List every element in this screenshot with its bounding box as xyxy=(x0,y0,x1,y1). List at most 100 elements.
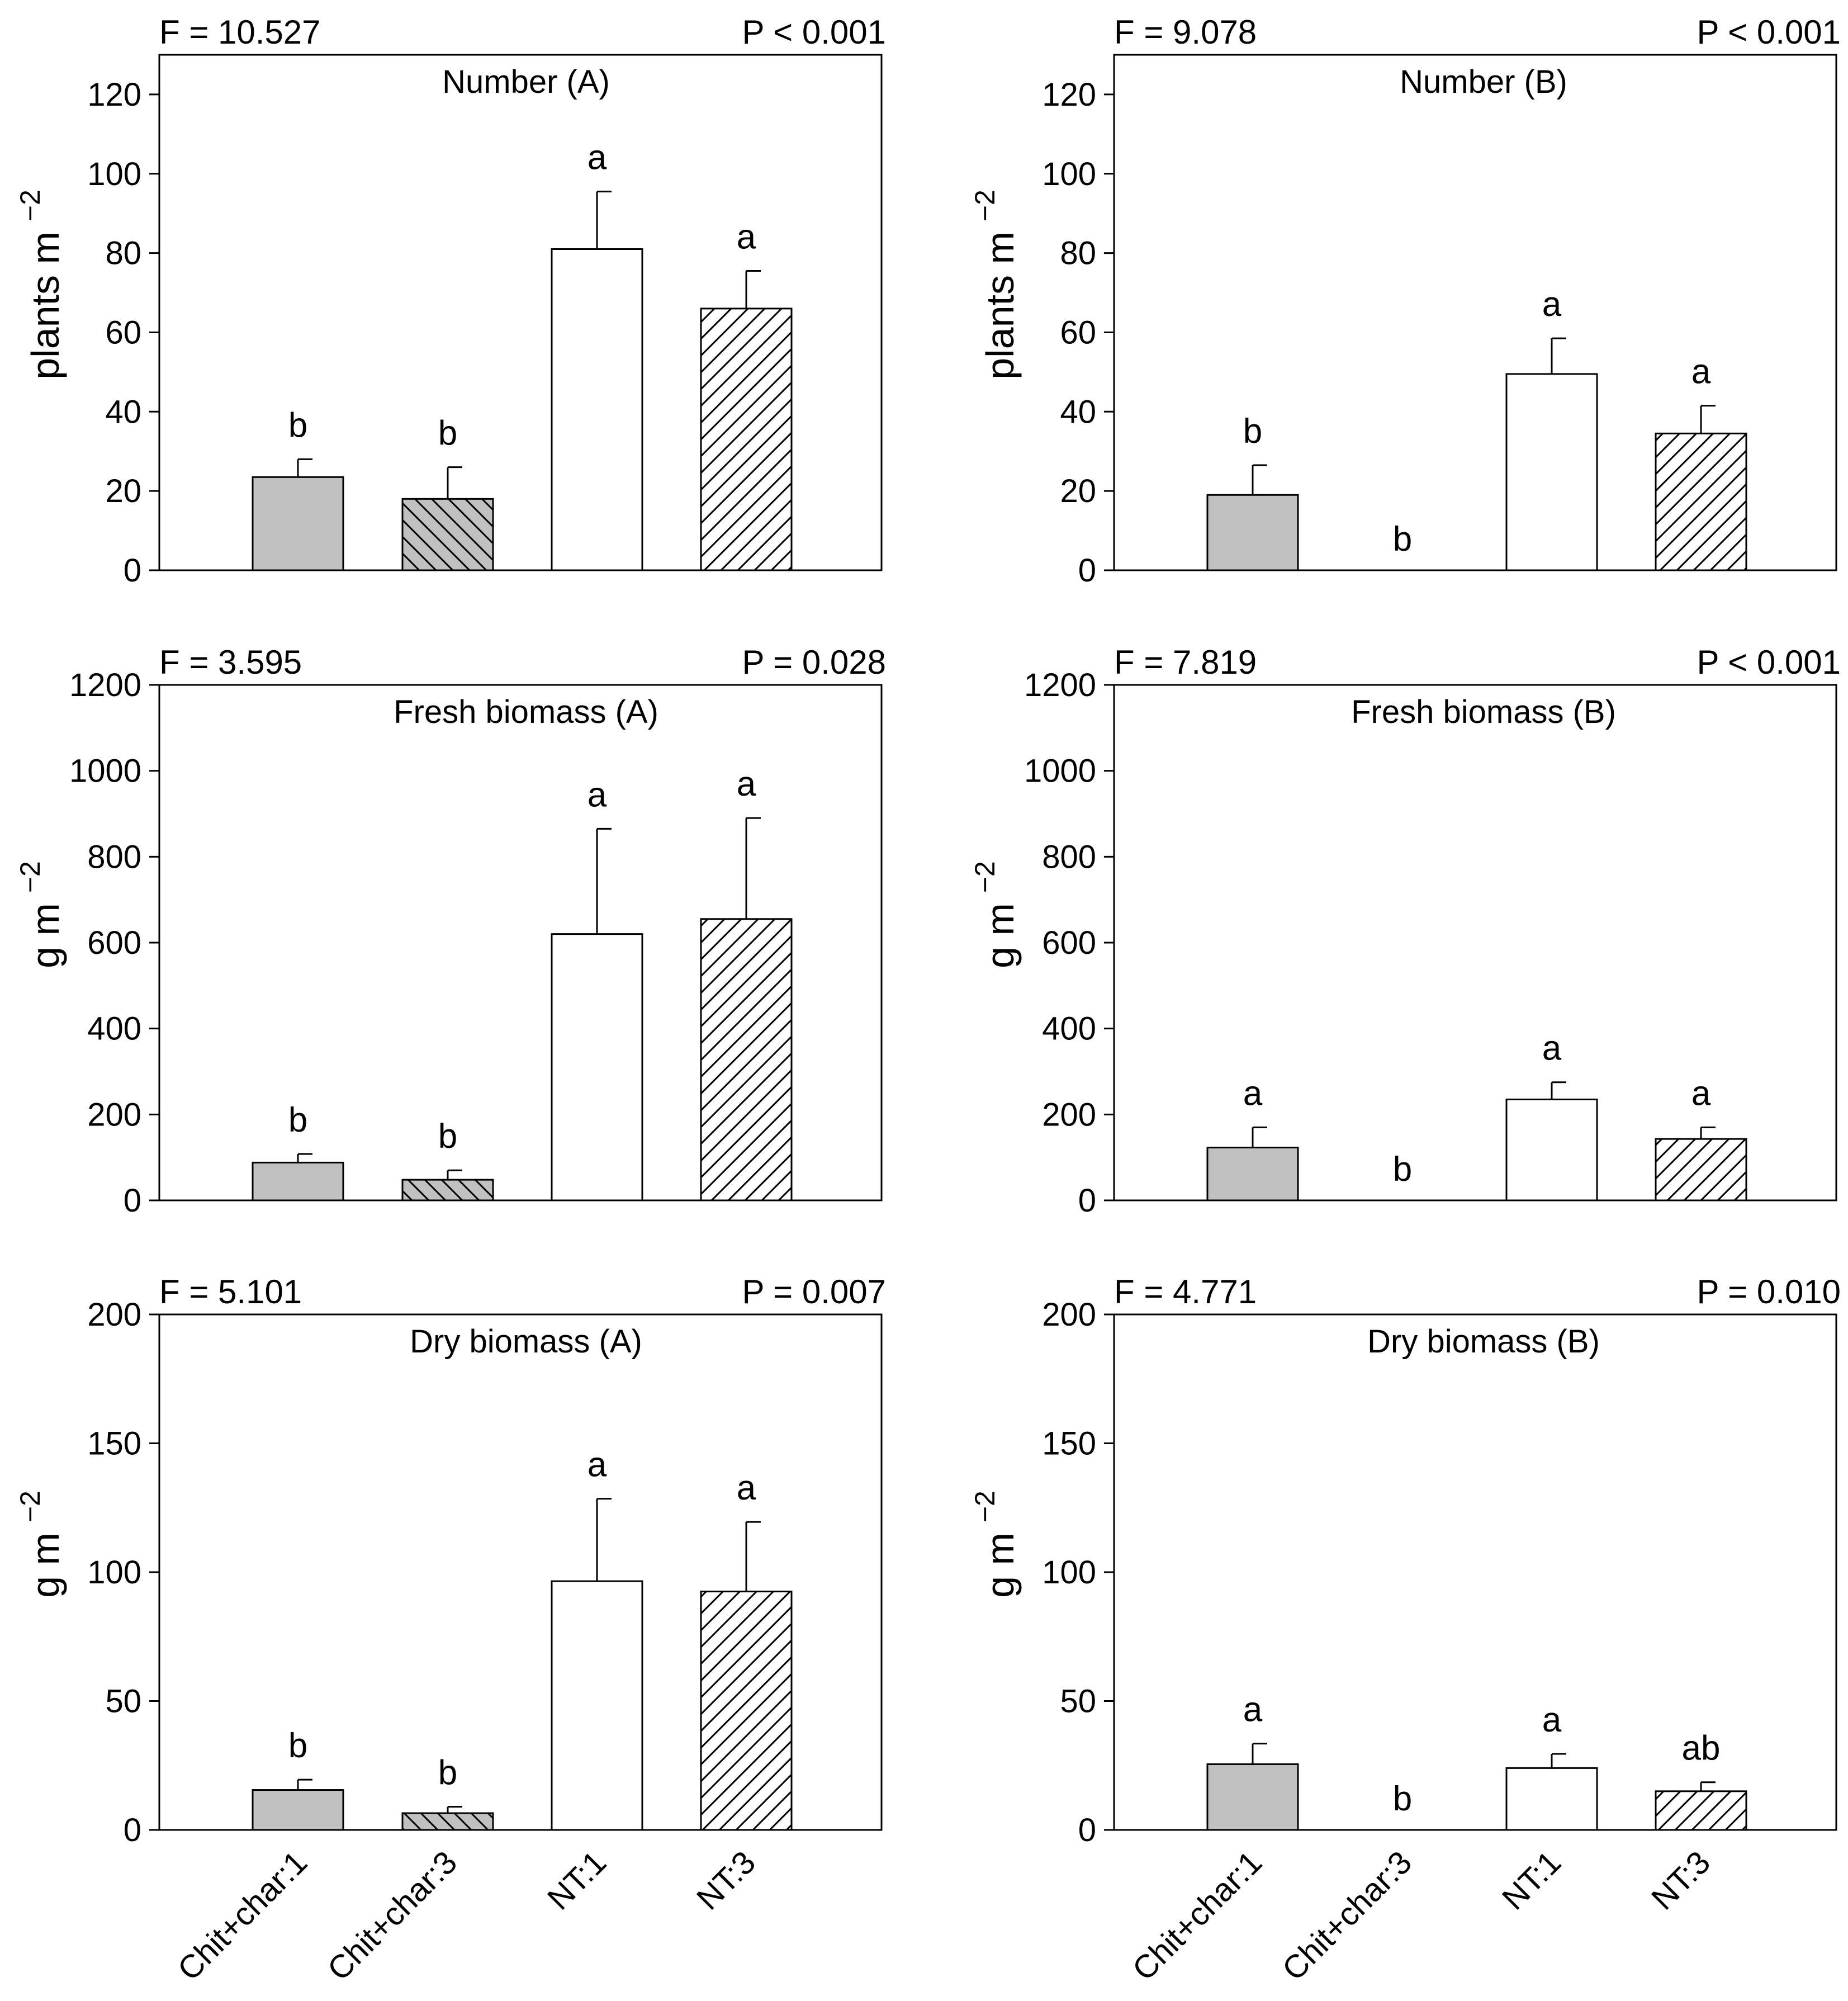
significance-letter: a xyxy=(587,1446,607,1484)
panel-1: 0 20 40 60 80 100 120 F = 10.527 P < 0.001 Number… xyxy=(15,13,886,589)
y-axis-label-text: plants m xyxy=(978,231,1022,380)
x-category-label: Chit+char:1 xyxy=(170,1844,314,1988)
significance-letter: b xyxy=(438,414,457,453)
significance-letter: a xyxy=(1243,1691,1263,1729)
y-tick-label: 20 xyxy=(105,473,141,509)
bar-2 xyxy=(401,1179,494,1201)
p-value: P < 0.001 xyxy=(1697,644,1841,681)
panel-2: 0 20 40 60 80 100 120 F = 9.078 P < 0.001 Number … xyxy=(969,13,1841,589)
f-statistic: F = 9.078 xyxy=(1114,13,1257,51)
significance-letter: a xyxy=(1243,1074,1263,1113)
y-axis-label-superscript: −2 xyxy=(969,861,1001,893)
panel-5: 0 50 100 150 200 F = 5.101 P = 0.007 Dry biomas… xyxy=(15,1273,886,1848)
bar-4 xyxy=(1655,1790,1747,1831)
p-value: P = 0.010 xyxy=(1697,1273,1841,1311)
f-statistic: F = 7.819 xyxy=(1114,644,1257,681)
y-axis-label-superscript: −2 xyxy=(969,190,1001,221)
y-tick-label: 50 xyxy=(105,1683,141,1720)
bar-3 xyxy=(1505,373,1598,571)
y-tick-label: 20 xyxy=(1060,473,1096,509)
x-category-label: Chit+char:3 xyxy=(320,1844,464,1988)
x-category-label: Chit+char:3 xyxy=(1275,1844,1419,1988)
panel-title: Dry biomass (A) xyxy=(410,1323,642,1360)
bar-4 xyxy=(700,308,793,571)
bar-4 xyxy=(700,1591,793,1831)
bar-1 xyxy=(1206,494,1299,571)
panel-3: 0 200 400 600 800 1000 1200 F = 3.595 P = 0.028 F… xyxy=(15,644,886,1219)
p-value: P = 0.028 xyxy=(742,644,886,681)
p-value: P < 0.001 xyxy=(742,13,886,51)
panel-title: Dry biomass (B) xyxy=(1367,1323,1600,1360)
plot-frame xyxy=(158,54,883,571)
plot-frame xyxy=(1113,684,1837,1201)
y-tick-label: 0 xyxy=(124,552,141,589)
bar-2 xyxy=(401,1812,494,1831)
f-statistic: F = 3.595 xyxy=(159,644,302,681)
y-tick-label: 80 xyxy=(105,235,141,272)
panel-title: Fresh biomass (B) xyxy=(1351,694,1616,730)
y-tick-label: 60 xyxy=(1060,314,1096,351)
panel-title: Number (B) xyxy=(1400,64,1567,100)
y-axis-label: plants m −2 xyxy=(15,190,67,380)
x-category-label: NT:3 xyxy=(690,1844,762,1917)
significance-letter: a xyxy=(587,139,607,177)
significance-letter: a xyxy=(1691,353,1711,391)
y-tick-label: 800 xyxy=(1042,839,1096,875)
x-category-label: Chit+char:1 xyxy=(1125,1844,1269,1988)
y-tick-label: 150 xyxy=(87,1426,141,1462)
y-axis-label-text: g m xyxy=(978,903,1022,968)
significance-letter: a xyxy=(1542,285,1562,324)
bar-1 xyxy=(1206,1146,1299,1201)
bar-1 xyxy=(252,476,344,571)
plot-frame xyxy=(1113,54,1837,571)
y-tick-label: 50 xyxy=(1060,1683,1096,1720)
f-statistic: F = 4.771 xyxy=(1114,1273,1257,1311)
significance-letter: a xyxy=(1691,1074,1711,1113)
bar-3 xyxy=(1505,1767,1598,1831)
y-tick-label: 0 xyxy=(1078,552,1096,589)
y-tick-label: 150 xyxy=(1042,1426,1096,1462)
bar-3 xyxy=(1505,1098,1598,1201)
y-tick-label: 100 xyxy=(87,1554,141,1591)
significance-letter: b xyxy=(288,406,307,444)
y-tick-label: 1200 xyxy=(69,667,141,703)
y-tick-label: 0 xyxy=(1078,1812,1096,1848)
y-tick-label: 400 xyxy=(87,1011,141,1047)
y-tick-label: 600 xyxy=(87,925,141,961)
y-axis-label: g m −2 xyxy=(969,861,1022,968)
y-tick-label: 0 xyxy=(124,1182,141,1219)
bar-4 xyxy=(700,918,793,1201)
f-statistic: F = 5.101 xyxy=(159,1273,302,1311)
y-axis-label: g m −2 xyxy=(969,1491,1022,1598)
significance-letter: a xyxy=(737,218,756,257)
significance-letter: b xyxy=(1393,1780,1412,1818)
significance-letter: b xyxy=(288,1726,307,1765)
bar-1 xyxy=(1206,1763,1299,1831)
significance-letter: a xyxy=(1542,1701,1562,1739)
y-tick-label: 0 xyxy=(1078,1182,1096,1219)
bar-1 xyxy=(252,1161,344,1201)
panel-4: 0 200 400 600 800 1000 1200 F = 7.819 P < 0.001 F… xyxy=(969,644,1841,1219)
p-value: P = 0.007 xyxy=(742,1273,886,1311)
significance-letter: b xyxy=(438,1754,457,1792)
panel-title: Number (A) xyxy=(442,64,610,100)
panel-title: Fresh biomass (A) xyxy=(394,694,658,730)
significance-letter: b xyxy=(288,1101,307,1139)
bar-4 xyxy=(1655,432,1747,571)
f-statistic: F = 10.527 xyxy=(159,13,321,51)
y-tick-label: 100 xyxy=(1042,1554,1096,1591)
y-axis-label: g m −2 xyxy=(15,861,67,968)
significance-letter: b xyxy=(438,1117,457,1156)
significance-letter: b xyxy=(1393,520,1412,559)
y-tick-label: 1200 xyxy=(1024,667,1096,703)
significance-letter: a xyxy=(737,765,756,803)
y-tick-label: 1000 xyxy=(1024,753,1096,789)
y-axis-label-text: g m xyxy=(23,903,67,968)
y-axis-label-superscript: −2 xyxy=(15,1491,46,1522)
p-value: P < 0.001 xyxy=(1697,13,1841,51)
y-tick-label: 200 xyxy=(87,1096,141,1133)
y-axis-label: plants m −2 xyxy=(969,190,1022,380)
y-tick-label: 200 xyxy=(1042,1096,1096,1133)
plot-frame xyxy=(1113,1313,1837,1831)
y-axis-label-text: plants m xyxy=(23,231,67,380)
